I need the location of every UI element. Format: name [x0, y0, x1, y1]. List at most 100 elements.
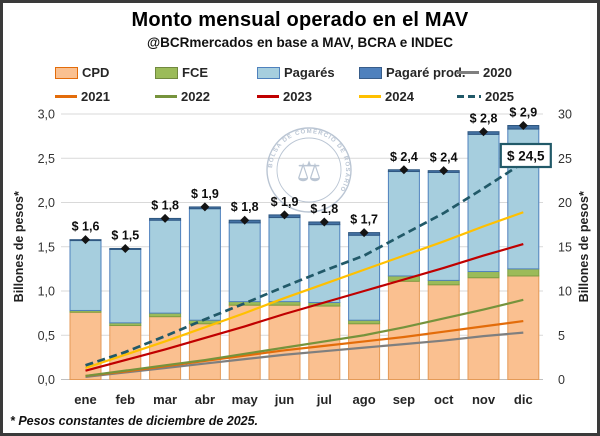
x-axis-label: jul — [316, 392, 332, 407]
x-axis-label: ene — [74, 392, 96, 407]
bar-segment-pagar-s — [348, 234, 381, 321]
bar-segment-pagar-s — [427, 171, 460, 281]
bar-segment-pagar-s — [268, 217, 301, 303]
svg-text:⚖: ⚖ — [296, 156, 321, 187]
left-axis-tick: 1,5 — [38, 240, 55, 254]
legend-label: 2025 — [485, 89, 514, 104]
line-2022 — [85, 298, 524, 378]
chart-legend: CPD FCE Pagarés Pagaré prod. 2020 2021 2022 202… — [55, 64, 591, 105]
x-axis-label: nov — [472, 392, 496, 407]
legend-item-fce: FCE — [155, 64, 257, 81]
bar-value-label: $ 1,7 — [350, 213, 378, 227]
x-axis-label: jun — [274, 392, 295, 407]
bar-value-label: $ 1,8 — [231, 200, 259, 214]
bar-segment-fce — [507, 268, 540, 277]
legend-swatch-line-icon — [359, 95, 381, 98]
x-axis-label: may — [232, 392, 259, 407]
right-axis-tick: 20 — [558, 196, 572, 210]
bar-segment-pagar-s — [149, 219, 182, 314]
bar-segment-fce — [467, 271, 500, 279]
bar-marker-diamond-icon — [518, 121, 528, 131]
bar-segment-cpd — [188, 323, 221, 380]
line-2025 — [85, 161, 525, 367]
legend-label: FCE — [182, 65, 208, 80]
legend-swatch-box-icon — [359, 66, 382, 79]
x-axis-label: feb — [116, 392, 136, 407]
right-axis-tick: 30 — [558, 108, 572, 122]
bar-marker-diamond-icon — [81, 235, 90, 245]
bar-value-label: $ 1,5 — [111, 229, 139, 243]
legend-swatch-line-icon — [55, 95, 77, 98]
right-axis-tick: 25 — [558, 152, 572, 166]
footnote: * Pesos constantes de diciembre de 2025. — [10, 414, 259, 428]
x-axis-label: ago — [353, 392, 376, 407]
legend-swatch-line-icon — [257, 95, 279, 98]
right-axis-tick: 15 — [558, 240, 572, 254]
legend-swatch-line-icon — [155, 95, 177, 98]
bar-value-label: $ 1,9 — [271, 195, 299, 209]
bar-marker-diamond-icon — [240, 215, 250, 225]
bar-segment-fce — [348, 319, 381, 325]
x-axis-label: mar — [153, 392, 177, 407]
legend-swatch-line-icon — [457, 71, 479, 74]
bar-value-label: $ 1,9 — [191, 187, 219, 201]
bar-marker-diamond-icon — [359, 228, 369, 238]
legend-item-2020: 2020 — [457, 64, 591, 81]
bar-segment-cpd — [69, 311, 102, 380]
line-2020 — [85, 331, 524, 378]
bar-value-label: $ 1,8 — [151, 198, 179, 212]
legend-label: 2024 — [385, 89, 414, 104]
chart-subtitle: @BCRmercados en base a MAV, BCRA e INDEC — [147, 35, 453, 50]
legend-item-cpd: CPD — [55, 64, 155, 81]
line-2023 — [85, 243, 524, 372]
annotation-value: $ 24,5 — [507, 149, 545, 164]
bar-segment-pagar-s — [467, 133, 500, 273]
right-axis-tick: 5 — [558, 329, 565, 343]
x-axis-label: dic — [514, 392, 533, 407]
legend-label: Pagaré prod. — [386, 65, 466, 80]
bar-value-label: $ 2,9 — [509, 106, 537, 120]
left-axis-title: Billones de pesos* — [12, 191, 26, 302]
x-axis-label: sep — [393, 392, 415, 407]
chart-title: Monto mensual operado en el MAV — [131, 9, 469, 31]
legend-swatch-line-icon — [457, 95, 481, 98]
bar-marker-diamond-icon — [479, 127, 488, 137]
bar-marker-diamond-icon — [120, 244, 130, 254]
left-axis-tick: 0,5 — [38, 329, 55, 343]
bar-segment-pagar-s — [228, 222, 261, 303]
right-axis-tick: 10 — [558, 285, 572, 299]
left-axis-tick: 2,5 — [38, 152, 55, 166]
legend-label: CPD — [82, 65, 110, 80]
right-axis-title: Billones de pesos* — [577, 191, 591, 302]
legend-item-2021: 2021 — [55, 88, 155, 105]
line-2024 — [85, 211, 524, 370]
legend-item-pagar-prod-: Pagaré prod. — [359, 64, 465, 81]
bar-segment-pagar-s — [188, 208, 221, 321]
bar-value-label: $ 2,4 — [430, 151, 458, 165]
bar-segment-pagar-s — [69, 240, 102, 311]
legend-label: Pagarés — [284, 65, 335, 80]
right-axis-tick: 0 — [558, 373, 565, 387]
annotation-box — [499, 142, 552, 169]
bar-marker-diamond-icon — [319, 217, 329, 227]
bar-marker-diamond-icon — [399, 165, 409, 175]
bar-marker-diamond-icon — [160, 213, 170, 223]
chart-plot-svg: 0,0 0,5 1,0 1,5 2,0 2,5 3,0 0 5 10 15 20 25 30 Billone… — [12, 106, 591, 407]
bar-segment-pagar-s — [308, 224, 341, 304]
legend-label: 2020 — [483, 65, 512, 80]
legend-swatch-box-icon — [55, 66, 78, 79]
bar-segment-cpd — [507, 275, 540, 380]
bar-value-label: $ 1,6 — [72, 220, 100, 234]
bar-marker-diamond-icon — [280, 210, 289, 220]
bar-marker-diamond-icon — [439, 166, 449, 176]
bar-marker-diamond-icon — [200, 202, 210, 212]
left-axis-tick: 0,0 — [38, 373, 55, 387]
legend-label: 2023 — [283, 89, 312, 104]
legend-label: 2022 — [181, 89, 210, 104]
left-axis-tick: 1,0 — [38, 285, 55, 299]
bar-segment-fce — [427, 279, 460, 286]
left-axis-tick: 3,0 — [38, 108, 55, 122]
x-axis-label: abr — [195, 392, 215, 407]
legend-swatch-box-icon — [155, 66, 178, 79]
